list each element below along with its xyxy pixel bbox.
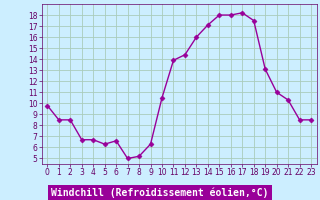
Text: Windchill (Refroidissement éolien,°C): Windchill (Refroidissement éolien,°C) [51, 188, 269, 198]
